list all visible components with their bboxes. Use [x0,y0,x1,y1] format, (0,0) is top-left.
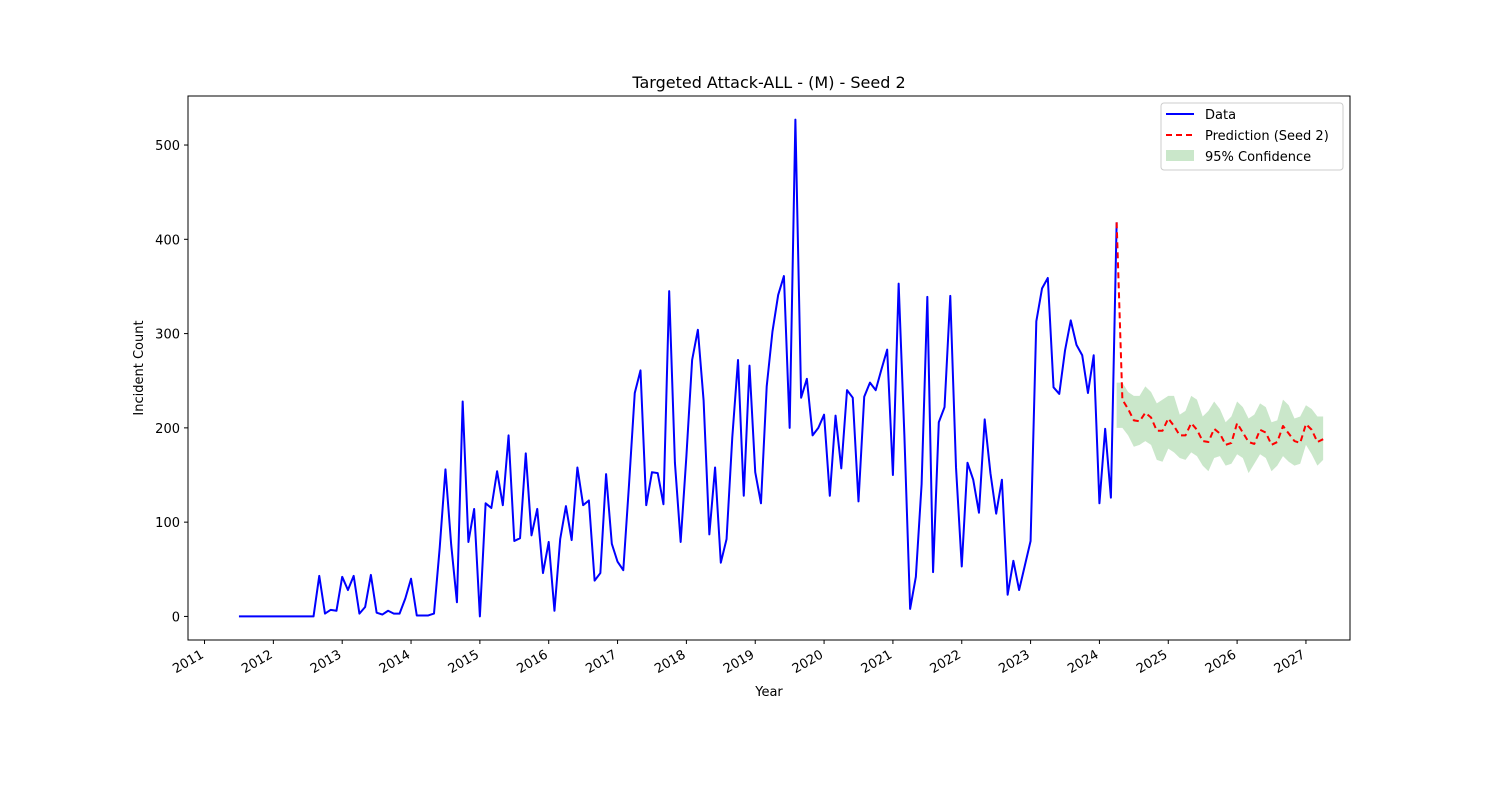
legend-label-confidence: 95% Confidence [1205,150,1311,165]
legend: Data Prediction (Seed 2) 95% Confidence [1160,102,1344,171]
y-axis: 0 100 200 300 400 500 [155,139,188,625]
y-tick-label: 100 [155,516,180,531]
y-tick-label: 0 [172,610,180,625]
confidence-band-layer [1116,382,1324,474]
y-tick-label: 500 [155,139,180,154]
legend-box [1160,102,1344,171]
confidence-band [1116,382,1324,474]
legend-label-prediction: Prediction (Seed 2) [1205,129,1329,144]
prediction-line [1115,222,1324,446]
legend-swatch-confidence [1166,150,1194,161]
data-line [238,118,1118,618]
y-tick-label: 300 [155,328,180,343]
y-tick-label: 400 [155,233,180,248]
plot-frame [187,95,1351,641]
y-tick-label: 200 [155,422,180,437]
y-axis-label: Incident Count [132,320,147,415]
chart-title: Targeted Attack-ALL - (M) - Seed 2 [631,73,905,92]
series-line-layer [238,118,1324,618]
x-axis-label: Year [754,685,783,700]
legend-label-data: Data [1205,108,1236,123]
